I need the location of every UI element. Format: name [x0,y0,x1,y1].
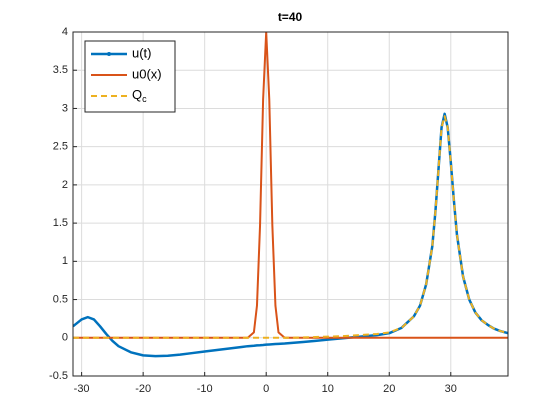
x-tick-label: -10 [197,383,213,395]
chart-title: t=40 [278,10,303,24]
y-tick-label: 4 [62,26,68,38]
x-tick-label: 0 [263,383,269,395]
y-tick-label: 1.5 [53,217,68,229]
legend-label: u0(x) [132,66,162,81]
x-tick-label: 20 [383,383,395,395]
x-tick-label: -20 [135,383,151,395]
y-tick-label: 2 [62,179,68,191]
legend-label: u(t) [132,45,152,60]
legend-marker [107,52,111,56]
y-tick-label: 0 [62,332,68,344]
y-tick-label: 3.5 [53,64,68,76]
x-tick-label: -30 [74,383,90,395]
series-line [73,112,508,358]
series-line [73,32,508,339]
x-tick-label: 10 [322,383,334,395]
y-tick-label: -0.5 [49,370,68,382]
y-tick-label: 0.5 [53,293,68,305]
axes-box [72,31,509,377]
y-tick-label: 1 [62,255,68,267]
y-tick-label: 3 [62,102,68,114]
legend-label: Qc [132,87,147,104]
x-tick-label: 30 [445,383,457,395]
y-tick-label: 2.5 [53,141,68,153]
